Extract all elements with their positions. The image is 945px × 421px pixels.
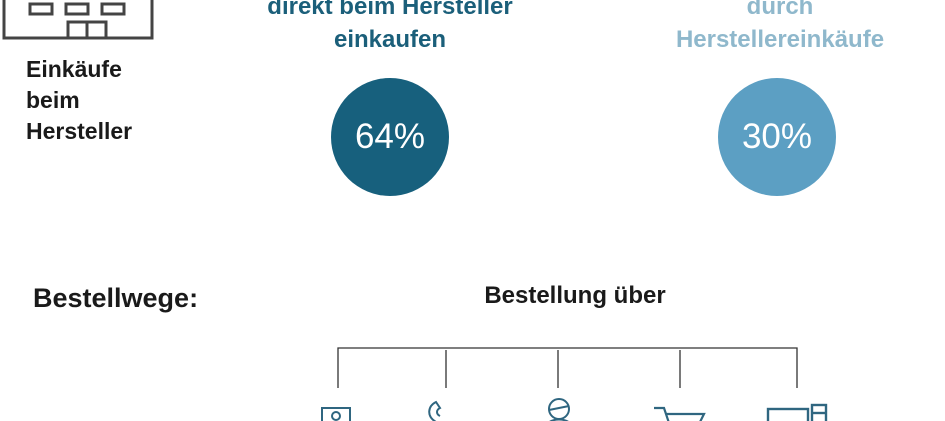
stat-right-heading-line-1: durch (746, 0, 814, 20)
stat-left-heading: direkt beim Hersteller einkaufen (230, 0, 550, 56)
factory-label-line-3: Hersteller (26, 118, 133, 144)
bestellwege-label: Bestellwege: (33, 283, 199, 313)
email-icon (321, 407, 351, 421)
stat-left-circle: 64% (331, 78, 449, 196)
stat-right-heading-line-2: Herstellereinkäufe (675, 26, 885, 53)
stat-left-value: 64% (354, 117, 426, 156)
stat-right-circle: 30% (718, 78, 836, 196)
stat-left-heading-line-1: direkt beim Hersteller (267, 0, 513, 20)
channel-tree (321, 347, 828, 421)
cart-icon (654, 406, 706, 421)
person-icon (548, 398, 570, 421)
stat-left-heading-line-2: einkaufen (333, 26, 447, 53)
stat-right-heading: durch Herstellereinkäufe (620, 0, 940, 56)
factory-label-line-1: Einkäufe (26, 56, 122, 82)
factory-icon (2, 0, 154, 40)
stat-right-value: 30% (741, 117, 813, 156)
factory-label-line-2: beim (26, 87, 80, 113)
channel-connectors (337, 347, 798, 388)
phone-icon (428, 400, 442, 421)
factory-label: Einkäufe beim Hersteller (26, 54, 186, 147)
bestellung-label: Bestellung über (484, 282, 666, 309)
devices-icon (766, 403, 828, 421)
